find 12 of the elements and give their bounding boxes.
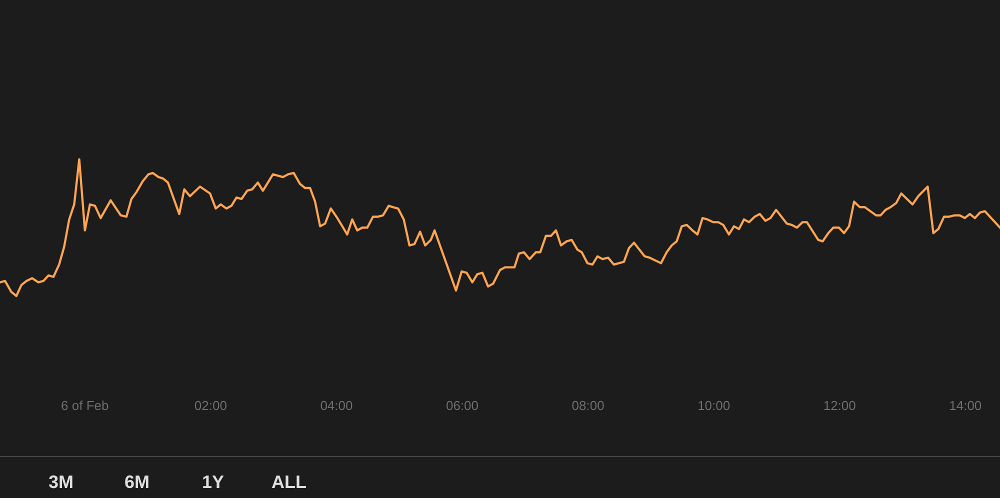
x-tick-label: 02:00 [194, 398, 227, 413]
x-tick-label: 14:00 [949, 398, 982, 413]
text: 3M [48, 472, 74, 492]
text: ALL [272, 472, 306, 492]
x-tick-label: 12:00 [823, 398, 856, 413]
x-tick-label: 06:00 [446, 398, 479, 413]
x-tick-label: 08:00 [572, 398, 604, 413]
x-tick-label: 04:00 [320, 398, 353, 413]
x-tick-label: 6 of Feb [61, 398, 109, 413]
x-tick-label: 10:00 [698, 398, 730, 413]
text: 6M [124, 472, 150, 492]
text: 1Y [202, 472, 224, 492]
